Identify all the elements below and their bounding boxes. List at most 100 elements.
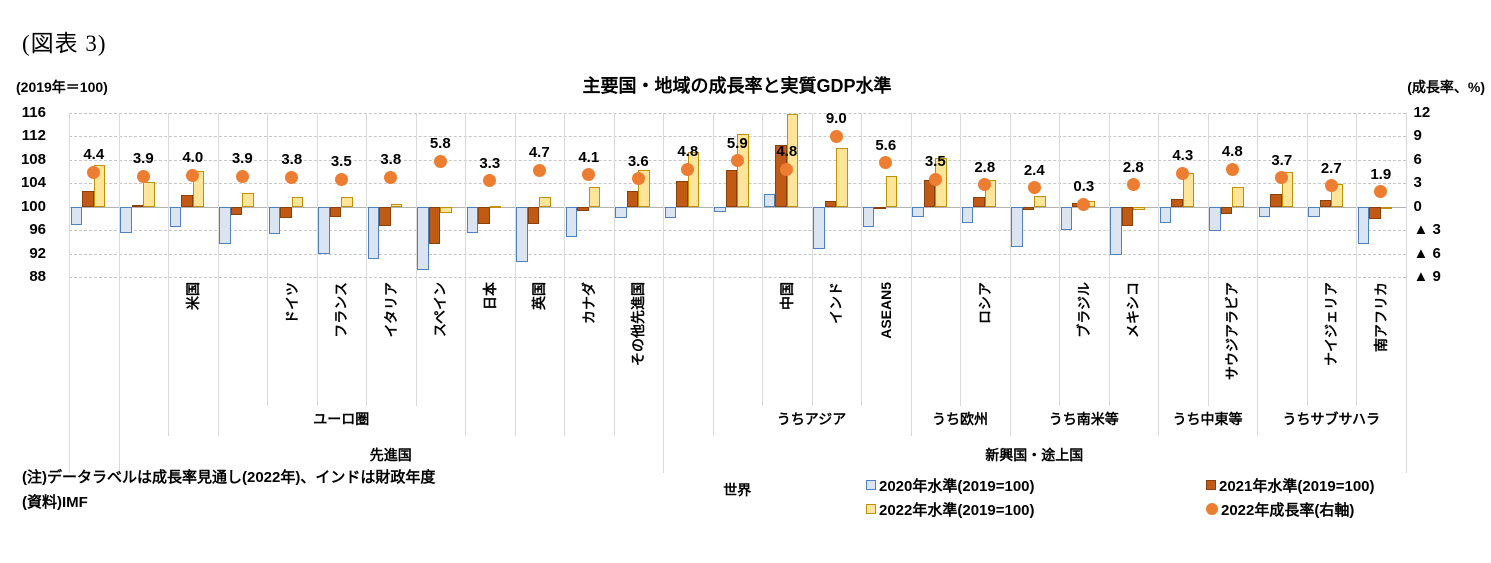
bar-2020: [912, 206, 924, 218]
h-gridline: [69, 253, 1406, 255]
v-gridline: [267, 113, 268, 406]
bar-2021: [478, 206, 490, 225]
h-gridline: [69, 113, 1406, 114]
growth-data-label: 0.3: [1073, 178, 1095, 196]
group-label-tier2: うち南米等: [1048, 411, 1119, 427]
growth-data-label: 4.8: [677, 143, 699, 161]
v-gridline: [1009, 113, 1011, 436]
growth-marker: [186, 168, 200, 182]
bar-2020: [813, 206, 825, 250]
bar-2022: [539, 196, 551, 207]
bar-2021: [626, 190, 639, 207]
right-axis-tick: 12: [1413, 104, 1431, 121]
h-gridline: [69, 206, 1406, 208]
v-gridline: [1257, 113, 1258, 436]
bar-2021: [676, 180, 688, 207]
v-gridline: [811, 113, 813, 406]
growth-data-label: 3.7: [1271, 151, 1293, 169]
growth-data-label: 3.5: [330, 153, 352, 171]
footnote-source: (資料)IMF: [22, 494, 88, 511]
growth-data-label: 4.7: [528, 144, 550, 161]
bar-2022: [242, 193, 254, 207]
bar-2020: [219, 206, 231, 245]
bar-2022: [341, 197, 353, 207]
growth-marker: [1324, 179, 1338, 193]
category-label: 南アフリカ: [1372, 282, 1389, 352]
right-axis-unit-label: (成長率、%): [1407, 79, 1485, 95]
bar-2021: [379, 206, 391, 227]
bar-2021: [1022, 206, 1035, 211]
bar-2020: [70, 206, 83, 225]
growth-data-label: 3.8: [281, 151, 303, 169]
bar-2022: [192, 170, 205, 207]
bar-2021: [775, 145, 787, 207]
group-label-tier4: 世界: [723, 482, 752, 498]
left-axis-tick: 100: [20, 197, 46, 215]
growth-data-label: 3.5: [924, 153, 946, 171]
v-gridline: [168, 113, 169, 436]
v-gridline: [1405, 113, 1407, 436]
growth-data-label: 2.7: [1320, 159, 1342, 177]
bar-2020: [565, 206, 578, 238]
v-gridline: [316, 113, 318, 406]
bar-2022: [687, 151, 700, 207]
group-label-tier2: うちサブサハラ: [1282, 411, 1380, 427]
bar-2020: [318, 206, 330, 254]
v-gridline: [465, 113, 466, 436]
legend-item-2022-level: 2022年水準(2019=100): [866, 499, 1035, 519]
category-label: ブラジル: [1075, 282, 1092, 338]
growth-data-label: 5.6: [875, 136, 897, 154]
growth-marker: [730, 154, 744, 168]
bar-2020: [1308, 206, 1320, 218]
group-separator-line: [663, 436, 664, 473]
group-separator-line: [118, 436, 120, 473]
v-gridline: [762, 113, 763, 406]
bar-2020: [516, 206, 528, 262]
legend-item-growth-rate: 2022年成長率(右軸): [1206, 499, 1354, 519]
group-label-tier2: うち中東等: [1172, 411, 1243, 427]
growth-marker: [483, 174, 497, 188]
growth-data-label: 4.4: [83, 146, 105, 164]
bar-2021: [329, 206, 342, 218]
growth-marker: [334, 172, 348, 186]
legend-label-growth: 2022年成長率(右軸): [1221, 501, 1355, 519]
bar-2021: [527, 206, 540, 224]
v-gridline: [514, 113, 516, 436]
legend-item-2020-level: 2020年水準(2019=100): [866, 475, 1035, 495]
v-gridline: [564, 113, 565, 436]
growth-marker: [384, 170, 398, 184]
left-axis-tick: 104: [20, 174, 46, 192]
bar-2020: [1209, 206, 1221, 231]
bar-2022: [291, 196, 304, 207]
v-gridline: [1356, 113, 1357, 406]
v-gridline: [1158, 113, 1159, 436]
growth-marker: [1077, 197, 1091, 211]
growth-data-label: 4.3: [1172, 147, 1194, 165]
v-gridline: [217, 113, 219, 436]
v-gridline: [118, 113, 120, 436]
bar-2021: [1369, 206, 1381, 219]
group-separator-line: [1405, 436, 1407, 473]
v-gridline: [415, 113, 417, 406]
bar-2020: [417, 206, 429, 270]
bar-2022: [885, 176, 898, 207]
v-gridline: [1059, 113, 1060, 406]
growth-marker: [928, 172, 942, 186]
bar-2022: [390, 204, 403, 207]
category-label: 日本: [481, 282, 498, 310]
growth-data-label: 5.9: [726, 134, 748, 152]
right-axis-tick: ▲ 9: [1413, 268, 1441, 285]
bar-2022: [1232, 186, 1244, 207]
category-label: インド: [828, 282, 845, 324]
growth-data-label: 3.8: [380, 151, 402, 169]
growth-data-label: 3.9: [231, 150, 253, 168]
bar-2022: [588, 187, 601, 207]
left-axis-tick: 116: [21, 104, 46, 121]
bar-2020: [862, 206, 875, 227]
chart-title: 主要国・地域の成長率と実質GDP水準: [582, 76, 892, 96]
growth-marker: [1176, 166, 1190, 180]
bar-2021: [973, 196, 985, 207]
bar-2020: [1011, 206, 1023, 248]
v-gridline: [1108, 113, 1110, 406]
v-gridline: [366, 113, 367, 406]
